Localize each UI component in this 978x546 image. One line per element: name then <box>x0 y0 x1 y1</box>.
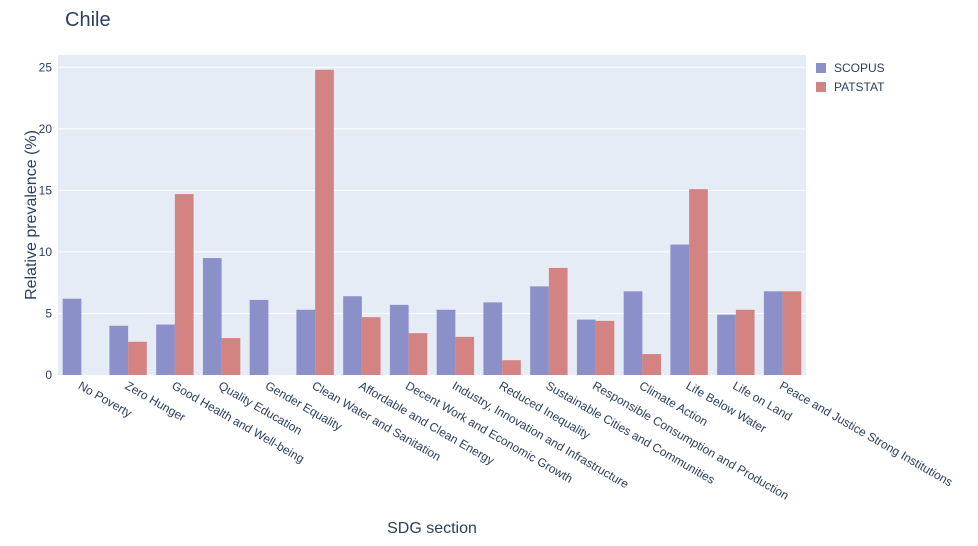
bar-patstat-3 <box>221 338 241 375</box>
bar-patstat-7 <box>408 333 428 375</box>
legend-swatch-scopus[interactable] <box>816 63 826 73</box>
bar-patstat-15 <box>782 291 802 375</box>
bar-patstat-14 <box>735 309 755 375</box>
y-tick-label: 0 <box>45 368 52 382</box>
y-axis-ticks: 0 5 10 15 20 25 <box>39 60 53 382</box>
bar-patstat-2 <box>174 194 194 375</box>
bar-scopus-12 <box>623 291 643 375</box>
bar-scopus-7 <box>389 304 409 375</box>
bar-scopus-10 <box>530 286 549 375</box>
y-tick-label: 10 <box>39 245 53 259</box>
bar-patstat-8 <box>455 336 475 375</box>
bar-patstat-9 <box>502 360 521 375</box>
chart-title: Chile <box>65 9 111 31</box>
bar-scopus-1 <box>109 325 129 375</box>
bar-patstat-5 <box>315 69 334 376</box>
bar-patstat-6 <box>361 317 381 375</box>
bar-scopus-5 <box>296 309 316 375</box>
x-tick-label: Peace and Justice Strong Institutions <box>777 378 955 489</box>
bar-scopus-8 <box>436 309 456 375</box>
bar-scopus-11 <box>576 319 596 375</box>
bar-scopus-3 <box>202 258 222 375</box>
bar-scopus-9 <box>483 302 503 375</box>
legend-label-patstat[interactable]: PATSTAT <box>834 80 885 94</box>
bar-patstat-11 <box>595 320 615 375</box>
x-axis-title: SDG section <box>387 520 477 537</box>
bar-scopus-15 <box>763 291 783 375</box>
bar-scopus-13 <box>670 244 690 375</box>
x-tick-label: Life Below Water <box>684 378 769 435</box>
bar-patstat-12 <box>642 354 662 375</box>
bar-patstat-13 <box>689 189 708 375</box>
y-tick-label: 5 <box>45 306 52 320</box>
bar-patstat-10 <box>548 267 568 375</box>
y-tick-label: 15 <box>39 183 53 197</box>
bar-scopus-14 <box>717 314 736 375</box>
legend-label-scopus[interactable]: SCOPUS <box>834 61 885 75</box>
bar-scopus-0 <box>62 298 82 375</box>
legend: SCOPUS PATSTAT <box>816 61 885 94</box>
y-axis-title: Relative prevalence (%) <box>23 130 40 300</box>
y-tick-label: 25 <box>39 60 53 74</box>
bar-scopus-2 <box>156 324 175 375</box>
bar-patstat-1 <box>128 341 147 375</box>
bar-scopus-4 <box>249 299 269 375</box>
y-tick-label: 20 <box>39 122 53 136</box>
bar-scopus-6 <box>343 296 362 375</box>
bars <box>62 69 802 376</box>
legend-swatch-patstat[interactable] <box>816 82 826 92</box>
